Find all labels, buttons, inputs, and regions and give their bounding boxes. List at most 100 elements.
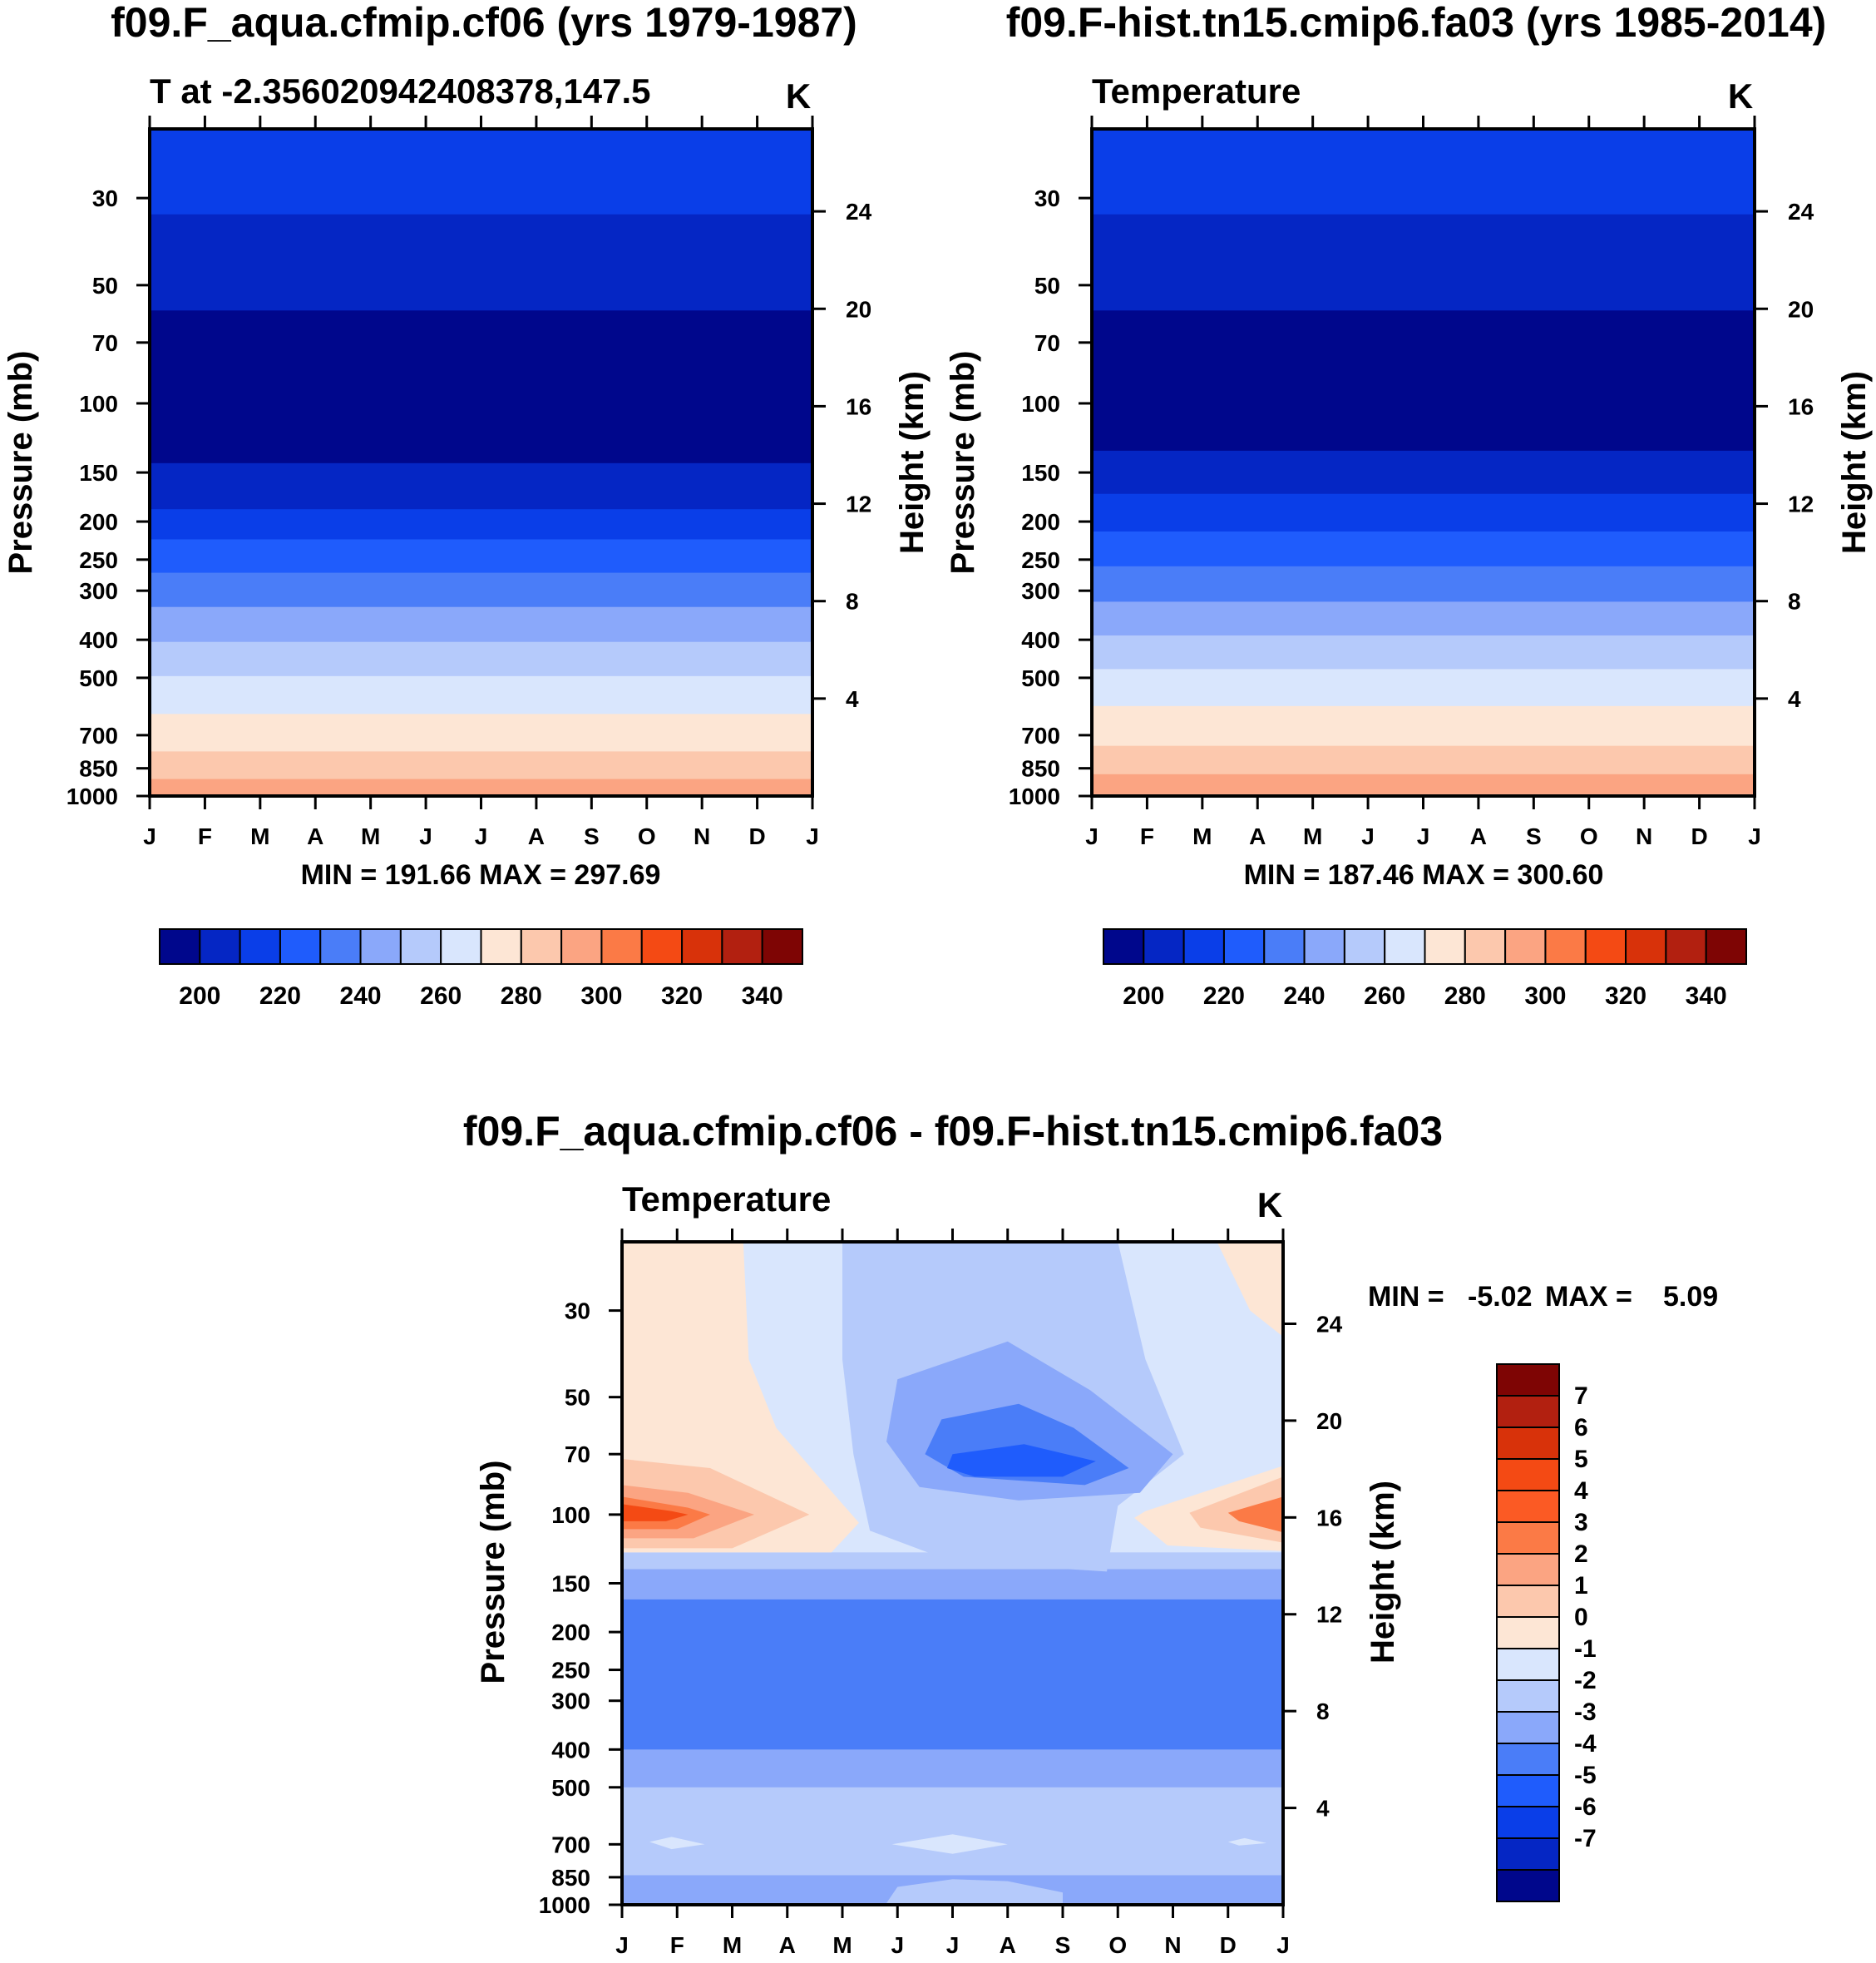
y-tick-label: 700: [1021, 723, 1060, 749]
x-tick-label: D: [1691, 823, 1707, 849]
colorbar: 200 220 240 260 280 300 320 340: [1103, 928, 1747, 1010]
x-tick-label: J: [1361, 823, 1375, 849]
x-tick-label: A: [779, 1932, 796, 1958]
y-tick-label: 1000: [1009, 784, 1060, 809]
contour-band: [1092, 493, 1755, 532]
colorbar-label: 2: [1574, 1540, 1588, 1568]
y-axis-label: Pressure (mb): [945, 351, 981, 575]
y-tick-label: 500: [79, 665, 118, 691]
y-tick-label: 300: [551, 1689, 590, 1714]
y-right-tick-label: 8: [846, 589, 859, 615]
y-tick-label: 150: [1021, 460, 1060, 486]
colorbar-box: [239, 928, 281, 965]
colorbar-box: [761, 928, 803, 965]
colorbar-label: 6: [1574, 1414, 1588, 1441]
contour-region: [1227, 1837, 1267, 1846]
colorbar-box: [1504, 928, 1547, 965]
colorbar-box: [319, 928, 362, 965]
colorbar-box: [1496, 1427, 1560, 1460]
colorbar-box: [560, 928, 603, 965]
contour-band: [1092, 705, 1755, 747]
colorbar-box: [1496, 1363, 1560, 1397]
panel-aqua: f09.F_aqua.cfmip.cf06 (yrs 1979-1987) T …: [2, 0, 931, 1010]
min-max-stats: MIN = 187.46 MAX = 300.60: [1244, 859, 1604, 891]
contour-band: [1092, 635, 1755, 670]
y-tick-label: 50: [92, 273, 118, 299]
contour-band: [1092, 669, 1755, 707]
x-tick-label: A: [1249, 823, 1266, 849]
colorbar-box: [1544, 928, 1587, 965]
colorbar-box: [1384, 928, 1426, 965]
y-right-tick-label: 8: [1316, 1698, 1330, 1724]
x-tick-label: M: [361, 823, 380, 849]
colorbar-box: [1705, 928, 1747, 965]
colorbar-box: [1496, 1490, 1560, 1523]
colorbar-box: [1263, 928, 1306, 965]
y-axis-label: Pressure (mb): [2, 351, 39, 575]
x-tick-label: J: [1417, 823, 1430, 849]
x-tick-label: J: [1748, 823, 1761, 849]
colorbar-box: [1222, 928, 1266, 965]
panel-title: f09.F_aqua.cfmip.cf06 - f09.F-hist.tn15.…: [463, 1108, 1443, 1155]
y-tick-label: 500: [551, 1775, 590, 1801]
contour-band: [1092, 310, 1755, 452]
y-tick-label: 250: [551, 1658, 590, 1684]
colorbar-label: 200: [1123, 982, 1164, 1010]
panel-difference: f09.F_aqua.cfmip.cf06 - f09.F-hist.tn15.…: [463, 1108, 1718, 1958]
contour-band: [150, 129, 812, 215]
contour-band: [150, 751, 812, 780]
y-right-tick-label: 8: [1788, 589, 1801, 615]
y-tick-label: 70: [92, 330, 118, 356]
x-tick-label: J: [419, 823, 432, 849]
y-tick-label: 700: [551, 1832, 590, 1857]
y-right-tick-label: 4: [1316, 1796, 1330, 1822]
axis-ticks: J F M A M J J A S O N D J 30 50 70 100 150 200 250 300 400 500…: [67, 116, 872, 849]
y-tick-label: 70: [565, 1441, 590, 1467]
x-tick-label: S: [584, 823, 600, 849]
colorbar-box: [1303, 928, 1345, 965]
colorbar-box: [399, 928, 442, 965]
colorbar-box: [1496, 1679, 1560, 1713]
colorbar-label: 340: [742, 982, 783, 1010]
colorbar-box: [1496, 1585, 1560, 1618]
colorbar-box: [1496, 1711, 1560, 1744]
x-tick-label: M: [1192, 823, 1212, 849]
y-right-tick-label: 12: [1788, 492, 1814, 517]
contour-region: [649, 1837, 705, 1850]
x-tick-label: J: [1276, 1932, 1290, 1958]
colorbar-label: 320: [661, 982, 703, 1010]
x-tick-label: J: [806, 823, 819, 849]
y-right-tick-label: 24: [1788, 199, 1814, 225]
contour-region: [886, 1879, 1063, 1903]
contour-band: [622, 1749, 1283, 1788]
colorbar-box: [1625, 928, 1667, 965]
contour-band: [1092, 129, 1755, 215]
colorbar-box: [440, 928, 482, 965]
contour-region: [622, 1504, 689, 1521]
y-tick-label: 150: [551, 1570, 590, 1596]
y-tick-label: 500: [1021, 665, 1060, 691]
colorbar: 200 220 240 260 280 300 320 340: [159, 928, 803, 1010]
contour-band: [150, 214, 812, 311]
colorbar-box: [1182, 928, 1225, 965]
colorbar-label: 280: [1444, 982, 1486, 1010]
y-tick-label: 400: [551, 1737, 590, 1763]
y-tick-label: 400: [1021, 627, 1060, 653]
colorbar-box: [520, 928, 563, 965]
axis-ticks: J F M A M J J A S O N D J 30 50 70 100 150 200 250 300 400 500…: [539, 1229, 1343, 1958]
y-tick-label: 850: [1021, 756, 1060, 782]
colorbar-label: 220: [259, 982, 301, 1010]
contour-band: [150, 675, 812, 714]
colorbar-label: 1: [1574, 1572, 1588, 1600]
colorbar-label: -1: [1574, 1635, 1597, 1663]
colorbar-label: -7: [1574, 1825, 1597, 1852]
colorbar-box: [1496, 1837, 1560, 1871]
y-right-axis-label: Height (km): [1836, 371, 1873, 554]
y-axis-label: Pressure (mb): [475, 1461, 511, 1684]
x-tick-label: M: [250, 823, 269, 849]
colorbar-box: [1584, 928, 1627, 965]
y-tick-label: 30: [1034, 185, 1060, 211]
colorbar-box: [1496, 1743, 1560, 1776]
units-label: K: [1728, 77, 1753, 116]
y-tick-label: 300: [79, 578, 118, 604]
